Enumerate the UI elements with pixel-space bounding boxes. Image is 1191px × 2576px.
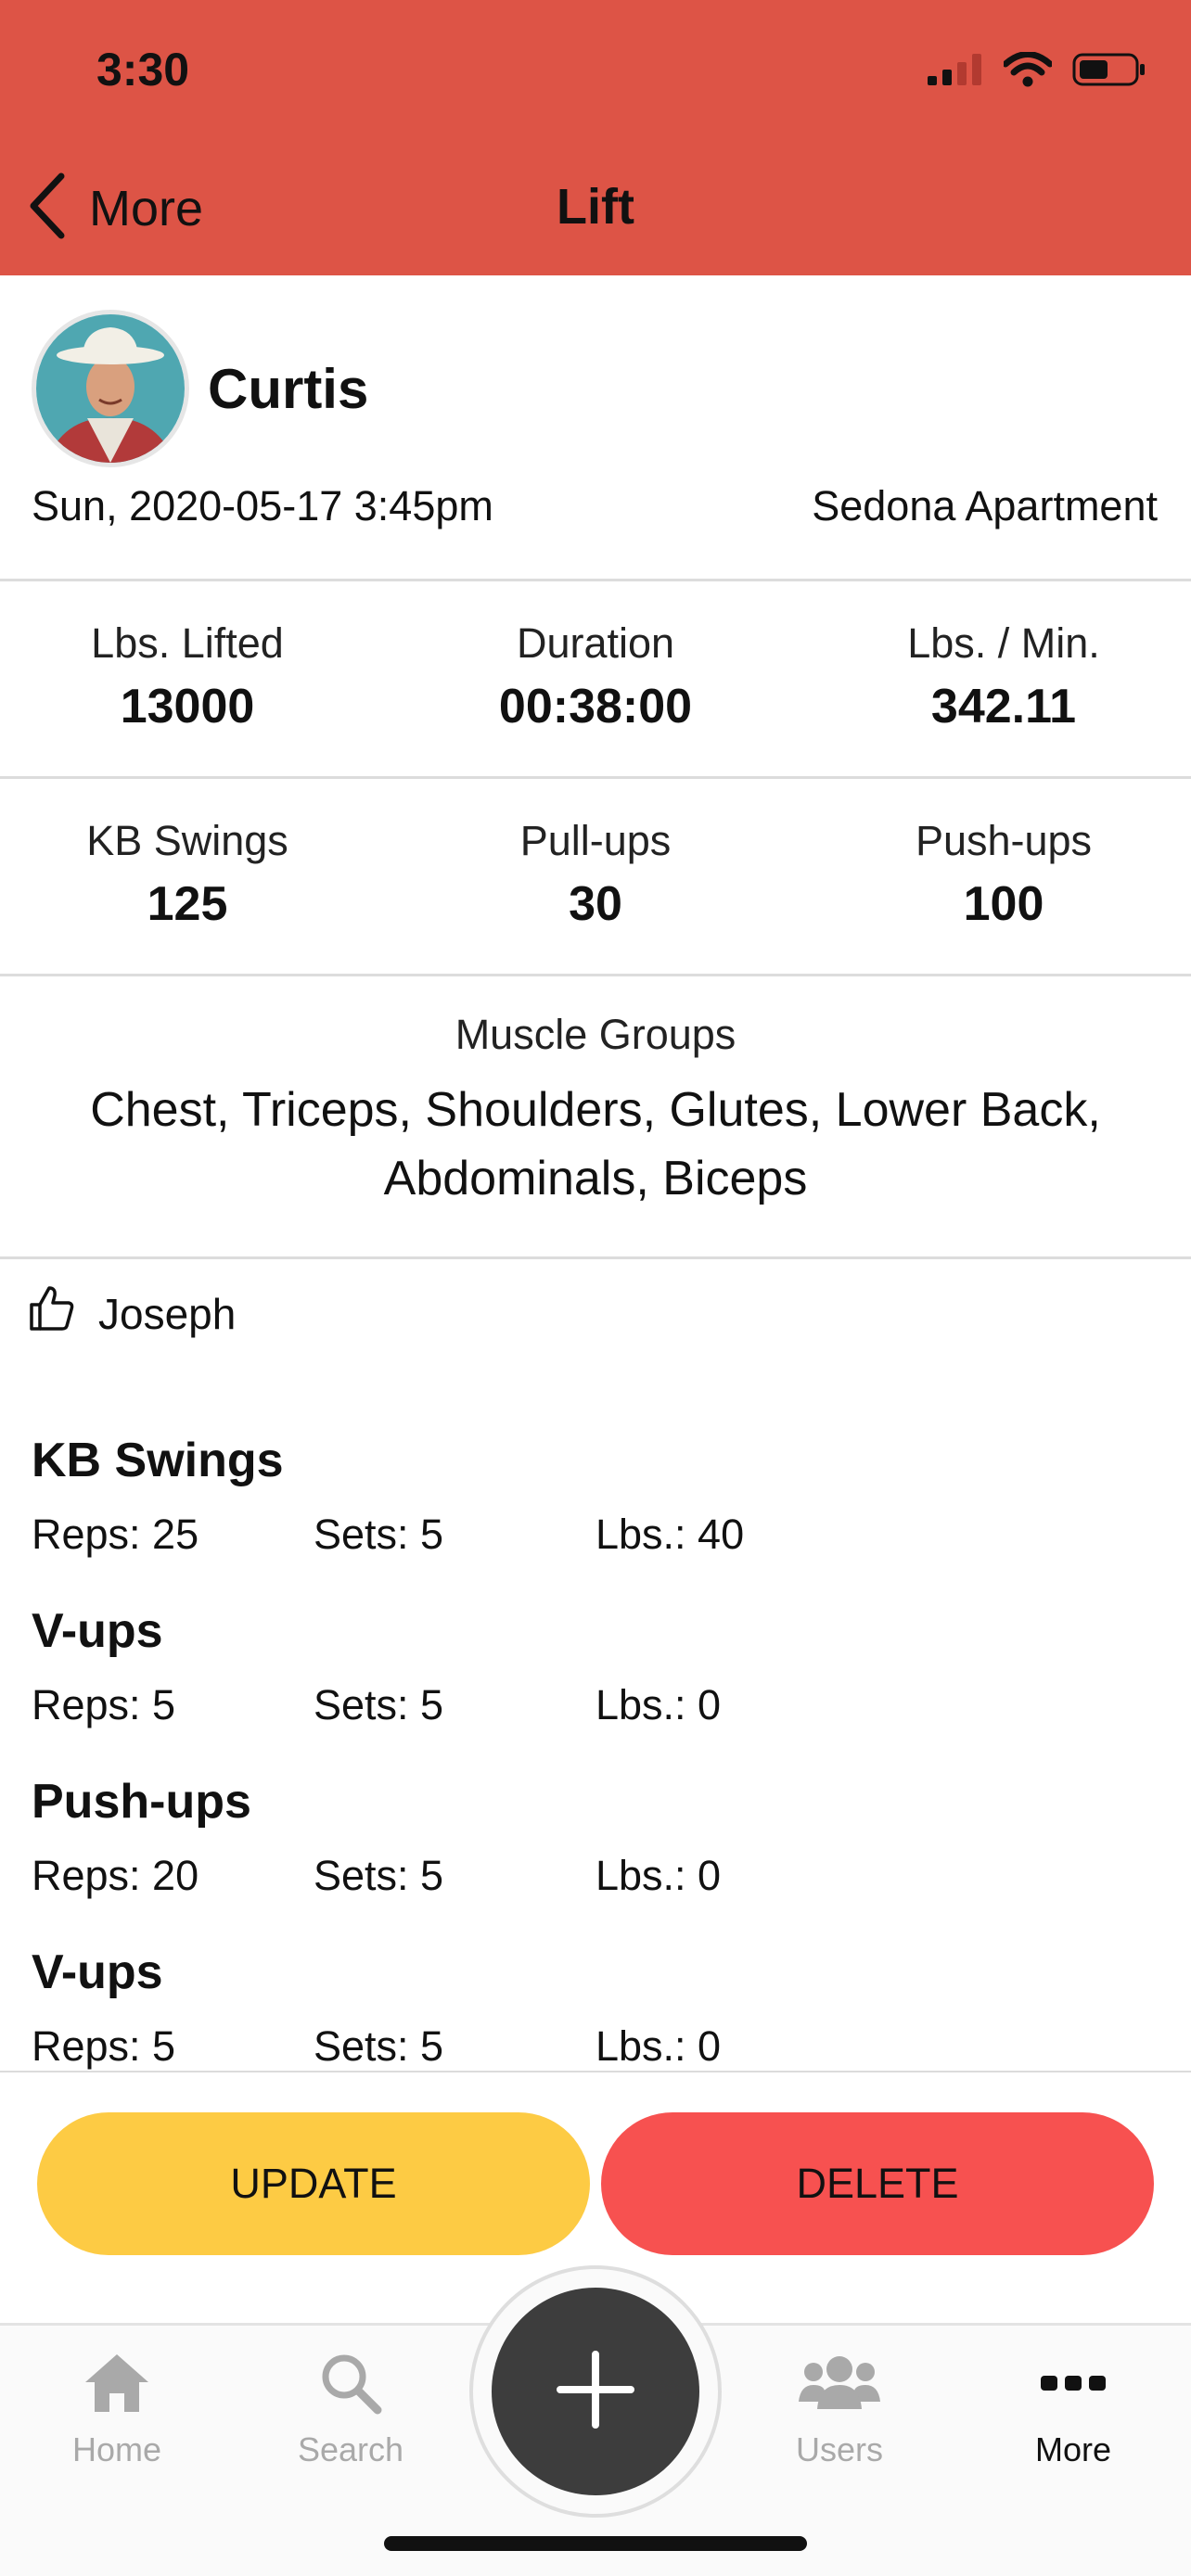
home-icon <box>33 2341 200 2425</box>
status-icons <box>928 51 1146 92</box>
exercise-name: KB Swings <box>32 1434 284 1487</box>
more-icon <box>990 2341 1157 2425</box>
exercise-details: Reps: 20 Sets: 5 Lbs.: 0 <box>32 1852 1163 1900</box>
back-button[interactable]: More <box>26 172 203 244</box>
stat-value: 13000 <box>120 680 255 733</box>
exercise-reps: Reps: 5 <box>32 1681 176 1728</box>
exercise-details: Reps: 25 Sets: 5 Lbs.: 40 <box>32 1511 1163 1559</box>
exercise-list[interactable]: KB Swings Reps: 25 Sets: 5 Lbs.: 40 V-up… <box>32 1433 1163 2071</box>
avatar[interactable] <box>32 310 189 467</box>
workout-meta: Sun, 2020-05-17 3:45pm Sedona Apartment <box>32 482 1158 530</box>
exercise-lbs: Lbs.: 0 <box>596 1852 722 1899</box>
exercise-sets: Sets: 5 <box>314 1511 444 1558</box>
exercise-sets: Sets: 5 <box>314 1681 444 1728</box>
plus-icon <box>555 2349 636 2435</box>
users-icon <box>756 2341 923 2425</box>
stats-secondary: KB Swings 125 Pull-ups 30 Push-ups 100 <box>0 817 1191 932</box>
battery-icon <box>1072 53 1146 91</box>
page-title: Lift <box>557 179 634 235</box>
exercise-lbs: Lbs.: 0 <box>596 2022 722 2070</box>
signal-icon <box>928 54 983 90</box>
delete-button[interactable]: DELETE <box>601 2112 1154 2255</box>
exercise-name: V-ups <box>32 1604 163 1658</box>
exercise-reps: Reps: 20 <box>32 1852 199 1899</box>
divider <box>0 974 1191 976</box>
exercise-sets: Sets: 5 <box>314 1852 444 1899</box>
divider <box>0 776 1191 779</box>
muscle-groups: Muscle Groups Chest, Triceps, Shoulders,… <box>37 1011 1154 1213</box>
header-bar: 3:30 <box>0 0 1191 275</box>
exercise-name: Push-ups <box>32 1775 251 1829</box>
stat-label: Lbs. / Min. <box>907 619 1100 667</box>
workout-location: Sedona Apartment <box>812 482 1158 529</box>
stat-duration: Duration 00:38:00 <box>375 619 816 734</box>
likes-row[interactable]: Joseph <box>28 1284 236 1343</box>
stat-value: 125 <box>147 877 228 931</box>
stat-value: 00:38:00 <box>498 680 693 733</box>
exercise-reps: Reps: 5 <box>32 2022 176 2070</box>
home-indicator[interactable] <box>384 2536 807 2551</box>
muscle-groups-list: Chest, Triceps, Shoulders, Glutes, Lower… <box>90 1083 1101 1205</box>
user-name[interactable]: Curtis <box>208 357 369 420</box>
stat-value: 30 <box>569 877 622 931</box>
status-time: 3:30 <box>96 44 190 96</box>
divider <box>0 1256 1191 1259</box>
exercise-reps: Reps: 25 <box>32 1511 199 1558</box>
divider <box>0 2071 1191 2072</box>
stat-kb-swings: KB Swings 125 <box>0 817 375 932</box>
liker-name: Joseph <box>98 1289 237 1338</box>
stat-push-ups: Push-ups 100 <box>816 817 1191 932</box>
stat-pull-ups: Pull-ups 30 <box>375 817 816 932</box>
list-item: KB Swings Reps: 25 Sets: 5 Lbs.: 40 <box>32 1433 1163 1559</box>
list-item: Push-ups Reps: 20 Sets: 5 Lbs.: 0 <box>32 1774 1163 1900</box>
tab-label: Home <box>71 2430 162 2468</box>
stat-value: 100 <box>963 877 1044 931</box>
tab-label: Users <box>795 2430 883 2468</box>
update-button[interactable]: UPDATE <box>37 2112 590 2255</box>
tab-home[interactable]: Home <box>33 2341 200 2469</box>
profile-header: Curtis <box>32 310 368 467</box>
tab-label: Search <box>297 2430 404 2468</box>
stat-label: Push-ups <box>915 817 1093 864</box>
stat-lbs-per-min: Lbs. / Min. 342.11 <box>816 619 1191 734</box>
muscle-groups-label: Muscle Groups <box>455 1011 736 1058</box>
thumbs-up-icon[interactable] <box>28 1284 76 1343</box>
workout-datetime: Sun, 2020-05-17 3:45pm <box>32 482 493 529</box>
search-icon <box>267 2341 434 2425</box>
stat-label: Duration <box>516 619 675 667</box>
exercise-details: Reps: 5 Sets: 5 Lbs.: 0 <box>32 1681 1163 1729</box>
stat-value: 342.11 <box>930 680 1077 733</box>
list-item: V-ups Reps: 5 Sets: 5 Lbs.: 0 <box>32 1603 1163 1729</box>
list-item: V-ups Reps: 5 Sets: 5 Lbs.: 0 <box>32 1945 1163 2071</box>
tab-more[interactable]: More <box>990 2341 1157 2469</box>
exercise-lbs: Lbs.: 40 <box>596 1511 745 1558</box>
stat-lbs-lifted: Lbs. Lifted 13000 <box>0 619 375 734</box>
chevron-left-icon <box>26 172 67 244</box>
action-buttons: UPDATE DELETE <box>37 2112 1154 2255</box>
add-workout-button[interactable] <box>492 2288 699 2495</box>
stats-primary: Lbs. Lifted 13000 Duration 00:38:00 Lbs.… <box>0 619 1191 734</box>
tab-label: More <box>1034 2430 1112 2468</box>
exercise-details: Reps: 5 Sets: 5 Lbs.: 0 <box>32 2022 1163 2071</box>
exercise-lbs: Lbs.: 0 <box>596 1681 722 1728</box>
back-button-label: More <box>89 180 204 236</box>
wifi-icon <box>1002 51 1054 92</box>
exercise-name: V-ups <box>32 1945 163 1999</box>
stat-label: Lbs. Lifted <box>91 619 284 667</box>
exercise-sets: Sets: 5 <box>314 2022 444 2070</box>
stat-label: KB Swings <box>86 817 288 864</box>
stat-label: Pull-ups <box>519 817 672 864</box>
divider <box>0 579 1191 581</box>
tab-users[interactable]: Users <box>756 2341 923 2469</box>
tab-search[interactable]: Search <box>267 2341 434 2469</box>
